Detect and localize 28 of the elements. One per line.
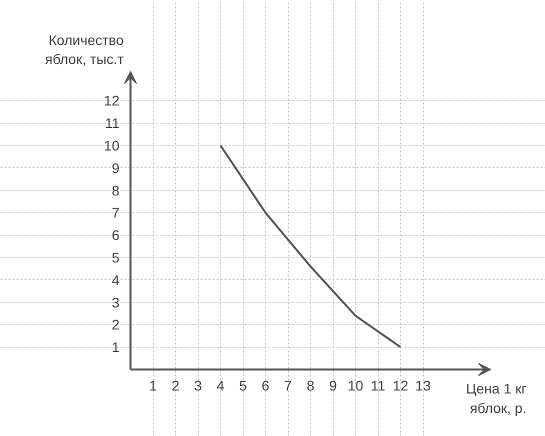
x-tick-label: 7 (284, 378, 292, 394)
y-tick-label: 12 (104, 92, 120, 109)
y-axis-title: Количество яблок, тыс.т (44, 32, 124, 68)
x-tick-label: 10 (348, 378, 364, 394)
x-axis-title: Цена 1 кг яблок, р. (466, 380, 527, 416)
x-tick-label: 4 (216, 378, 225, 394)
x-tick-label: 9 (329, 378, 338, 394)
x-tick-label: 6 (262, 378, 270, 394)
y-tick-label: 11 (104, 115, 120, 132)
y-tick-label: 2 (112, 316, 120, 333)
y-tick-label: 9 (112, 160, 120, 176)
y-tick-label: 4 (112, 272, 120, 288)
x-tick-label: 8 (306, 378, 315, 394)
x-tick-label: 3 (194, 378, 202, 394)
x-tick-label: 13 (415, 378, 431, 394)
y-tick-label: 5 (112, 250, 120, 266)
y-tick-label: 3 (112, 294, 120, 310)
y-tick-label: 1 (112, 339, 120, 356)
y-tick-label: 8 (112, 182, 120, 198)
x-tick-label: 11 (370, 378, 386, 394)
y-tick-label: 6 (112, 227, 120, 244)
y-tick-label: 10 (104, 138, 120, 154)
y-tick-label: 7 (112, 204, 120, 221)
x-tick-label: 2 (172, 378, 180, 394)
line-series (220, 144, 402, 348)
x-tick-label: 12 (392, 378, 408, 394)
x-tick-label: 1 (149, 378, 158, 394)
x-tick-label: 5 (239, 378, 248, 394)
